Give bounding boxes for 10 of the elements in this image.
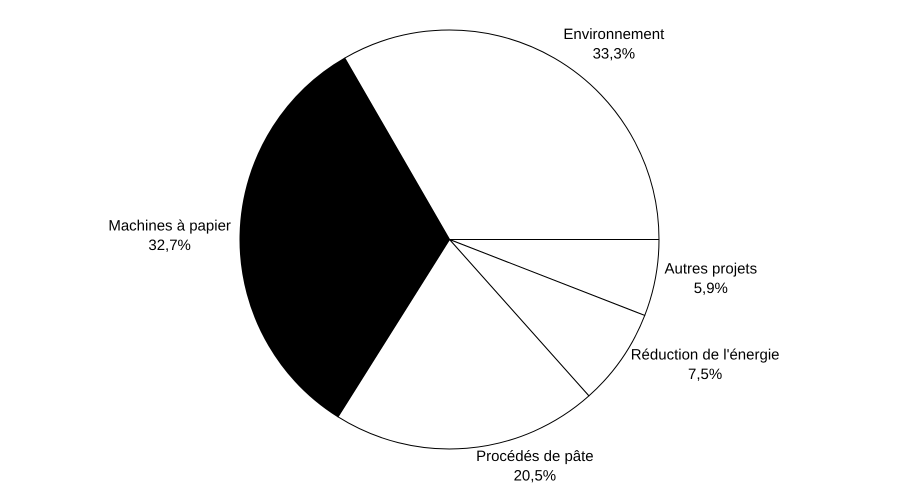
slice-label: Environnement: [563, 26, 666, 44]
data-label: 32,7%: [148, 236, 191, 254]
data-label: 7,5%: [688, 366, 722, 384]
data-label: 33,3%: [592, 46, 636, 63]
slice-label: Procédés de pâte: [476, 448, 594, 466]
data-label: 20,5%: [514, 468, 556, 485]
slice-label: Autres projets: [664, 260, 758, 278]
data-label: 5,9%: [694, 280, 728, 298]
slice-label: Machines à papier: [108, 217, 231, 234]
slice-label: Réduction de l'énergie: [630, 346, 780, 364]
